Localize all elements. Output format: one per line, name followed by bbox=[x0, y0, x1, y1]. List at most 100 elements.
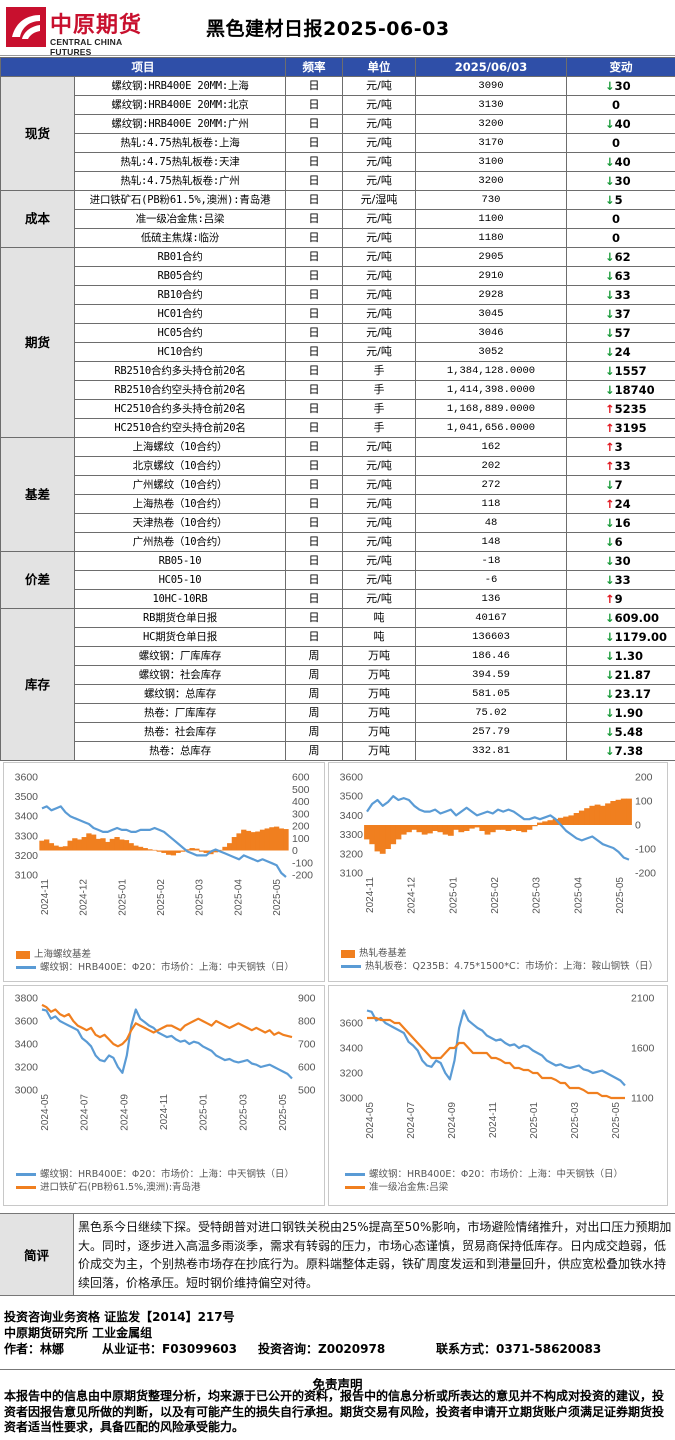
y-right-tick-label: 400 bbox=[292, 796, 310, 808]
legend-swatch-line bbox=[345, 1186, 365, 1189]
table-row: 天津热卷（10合约）日元/吨 48 ↓16 bbox=[1, 513, 675, 533]
change-value: 57 bbox=[614, 326, 631, 340]
y-left-tick-label: 3200 bbox=[340, 848, 364, 860]
table-row: 热轧:4.75热轧板卷:天津日元/吨 3100 ↓40 bbox=[1, 152, 675, 172]
cell-unit: 元/吨 bbox=[342, 266, 416, 286]
area-bar bbox=[109, 838, 116, 851]
area-bar bbox=[453, 825, 459, 830]
series-line bbox=[366, 1009, 626, 1087]
area-bar bbox=[156, 850, 162, 852]
area-bar bbox=[236, 833, 242, 851]
market-comment: 简评 黑色系今日继续下探。受特朗普对进口钢铁关税由25%提高至50%影响，市场避… bbox=[0, 1213, 675, 1296]
area-bar bbox=[458, 825, 465, 833]
logo-english-name: CENTRAL CHINA FUTURES bbox=[50, 37, 123, 57]
cell-unit: 手 bbox=[342, 380, 416, 400]
table-row: HC期货仓单日报日吨 136603 ↓1179.00 bbox=[1, 627, 675, 647]
x-tick-label: 2024-12 bbox=[407, 877, 418, 914]
legend-label: 螺纹钢：HRB400E：Φ20：市场价：上海：中天钢铁（日） bbox=[40, 962, 294, 973]
area-bar bbox=[463, 825, 470, 831]
cell-value: 1,414,398.0000 bbox=[415, 380, 567, 400]
x-tick-label: 2025-05 bbox=[615, 877, 626, 914]
arrow-down-icon: ↓ bbox=[605, 611, 615, 625]
series-line bbox=[366, 795, 630, 861]
cell-change: 0 bbox=[566, 95, 675, 115]
y-right-tick-label: 0 bbox=[635, 820, 641, 832]
area-bar bbox=[489, 825, 496, 833]
y-left-tick-label: 3200 bbox=[340, 1068, 364, 1080]
y-left-tick-label: 3500 bbox=[340, 791, 364, 803]
table-row: 现货 螺纹钢:HRB400E 20MM:上海日元/吨 3090 ↓30 bbox=[0, 76, 675, 191]
area-bar bbox=[128, 843, 134, 851]
area-bar bbox=[385, 825, 391, 849]
cell-value: 1100 bbox=[415, 209, 567, 229]
area-bar bbox=[39, 840, 45, 851]
area-bar bbox=[531, 825, 538, 827]
change-value: 33 bbox=[614, 459, 631, 473]
legend-label: 进口铁矿石(PB粉61.5%,澳洲):青岛港 bbox=[40, 1182, 201, 1193]
y-right-tick-label: 300 bbox=[292, 808, 310, 820]
area-bar bbox=[421, 825, 428, 835]
cell-unit: 元/吨 bbox=[342, 589, 416, 609]
chart-legend: 螺纹钢：HRB400E：Φ20：市场价：上海：中天钢铁（日） 准一级冶金焦:吕梁 bbox=[345, 1168, 665, 1194]
cell-value: 272 bbox=[415, 475, 567, 495]
change-value: 30 bbox=[614, 554, 631, 568]
cell-change: ↓30 bbox=[566, 551, 675, 571]
x-tick-label: 2025-05 bbox=[272, 879, 283, 916]
cell-frequency: 周 bbox=[285, 703, 343, 723]
table-row: 10HC-10RB 日元/吨 136 ↑9 bbox=[1, 589, 675, 609]
cell-change: ↓63 bbox=[566, 266, 675, 286]
cell-frequency: 日 bbox=[285, 494, 343, 514]
table-row: HC05合约日元/吨 3046 ↓57 bbox=[1, 323, 675, 343]
area-bar bbox=[390, 825, 397, 845]
cell-frequency: 周 bbox=[285, 684, 343, 704]
y-right-tick-label: 2100 bbox=[631, 993, 655, 1005]
y-left-tick-label: 3600 bbox=[340, 1018, 364, 1030]
table-row: 期货 RB01合约日元/吨 2905 ↓62 bbox=[0, 247, 675, 438]
arrow-down-icon: ↓ bbox=[605, 79, 615, 93]
cell-change: ↓62 bbox=[566, 247, 675, 267]
area-bar bbox=[194, 848, 200, 851]
cell-unit: 元/吨 bbox=[342, 76, 416, 96]
cell-change: ↓23.17 bbox=[566, 684, 675, 704]
area-bar bbox=[395, 825, 402, 840]
area-bar bbox=[123, 840, 130, 851]
area-bar bbox=[142, 848, 148, 851]
table-row: 广州螺纹（10合约）日元/吨 272 ↓7 bbox=[1, 475, 675, 495]
area-bar bbox=[552, 819, 559, 825]
area-bar bbox=[241, 829, 247, 851]
area-bar bbox=[100, 838, 106, 851]
change-value: 0 bbox=[612, 98, 621, 112]
cell-unit: 元/吨 bbox=[342, 285, 416, 305]
change-value: 33 bbox=[614, 573, 631, 587]
cell-value: 3170 bbox=[415, 133, 567, 153]
cell-frequency: 日 bbox=[285, 304, 343, 324]
arrow-down-icon: ↓ bbox=[605, 250, 615, 264]
report-header: 中原期货 CENTRAL CHINA FUTURES 黑色建材日报2025-06… bbox=[0, 0, 675, 57]
area-bar bbox=[599, 805, 606, 825]
cell-item: HC2510合约空头持仓前20名 bbox=[74, 418, 286, 438]
x-tick-label: 2025-03 bbox=[238, 1094, 249, 1131]
change-value: 40 bbox=[614, 117, 631, 131]
cell-unit: 元/吨 bbox=[342, 323, 416, 343]
area-bar bbox=[468, 825, 475, 829]
area-bar bbox=[542, 821, 549, 825]
group-label: 库存 bbox=[0, 608, 75, 761]
cell-unit: 元/吨 bbox=[342, 513, 416, 533]
chart-canvas: 3800 3600 3400 3200 3000 900 800 700 600 500 2024-… bbox=[15, 993, 316, 1131]
area-bar bbox=[426, 825, 433, 834]
change-value: 63 bbox=[614, 269, 631, 283]
arrow-down-icon: ↓ bbox=[605, 668, 615, 682]
cell-value: 257.79 bbox=[415, 722, 567, 742]
cell-frequency: 日 bbox=[285, 247, 343, 267]
table-row: 准一级冶金焦:吕梁日元/吨 1100 0 bbox=[1, 209, 675, 229]
cell-frequency: 周 bbox=[285, 665, 343, 685]
area-bar bbox=[147, 849, 153, 851]
arrow-down-icon: ↓ bbox=[605, 554, 615, 568]
change-value: 3195 bbox=[614, 421, 647, 435]
area-bar bbox=[369, 825, 376, 845]
area-bar bbox=[151, 849, 158, 851]
arrow-down-icon: ↓ bbox=[605, 383, 615, 397]
area-bar bbox=[227, 843, 233, 851]
y-right-tick-label: 200 bbox=[635, 772, 653, 784]
cell-item: 热轧:4.75热轧板卷:天津 bbox=[74, 152, 286, 172]
